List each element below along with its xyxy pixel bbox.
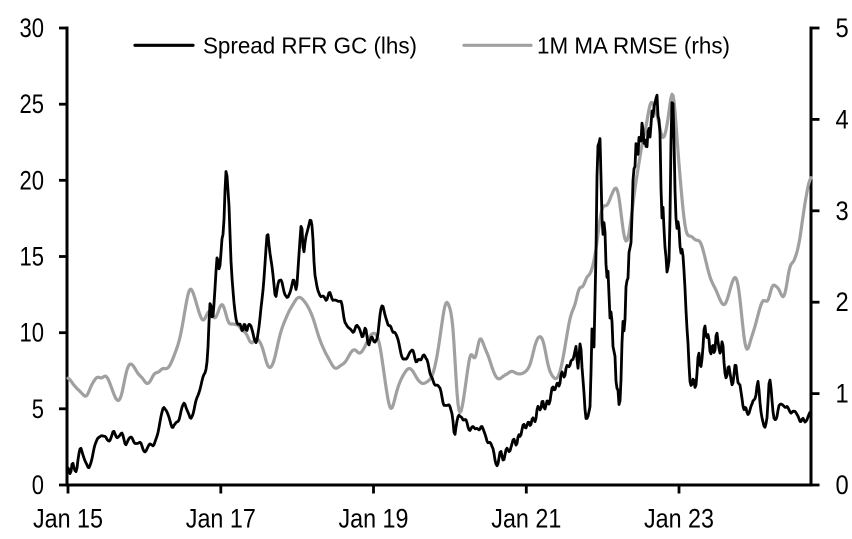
svg-text:0: 0 xyxy=(836,470,849,500)
svg-text:2: 2 xyxy=(836,287,849,317)
svg-text:10: 10 xyxy=(20,318,45,348)
svg-text:Jan 21: Jan 21 xyxy=(491,503,561,533)
svg-text:4: 4 xyxy=(836,104,849,134)
svg-text:Jan 19: Jan 19 xyxy=(339,503,409,533)
svg-text:1: 1 xyxy=(836,379,849,409)
svg-text:0: 0 xyxy=(32,470,44,500)
svg-text:5: 5 xyxy=(32,394,44,424)
svg-text:20: 20 xyxy=(20,165,45,195)
svg-text:1M MA RMSE (rhs): 1M MA RMSE (rhs) xyxy=(537,32,730,58)
svg-text:25: 25 xyxy=(20,89,45,119)
svg-text:3: 3 xyxy=(836,196,849,226)
svg-text:30: 30 xyxy=(20,13,45,43)
svg-text:Jan 17: Jan 17 xyxy=(186,503,256,533)
svg-text:Jan 23: Jan 23 xyxy=(644,503,714,533)
svg-text:Spread RFR GC (lhs): Spread RFR GC (lhs) xyxy=(203,32,417,58)
svg-text:Jan 15: Jan 15 xyxy=(33,503,103,533)
svg-text:15: 15 xyxy=(20,242,45,272)
svg-text:5: 5 xyxy=(836,13,849,43)
